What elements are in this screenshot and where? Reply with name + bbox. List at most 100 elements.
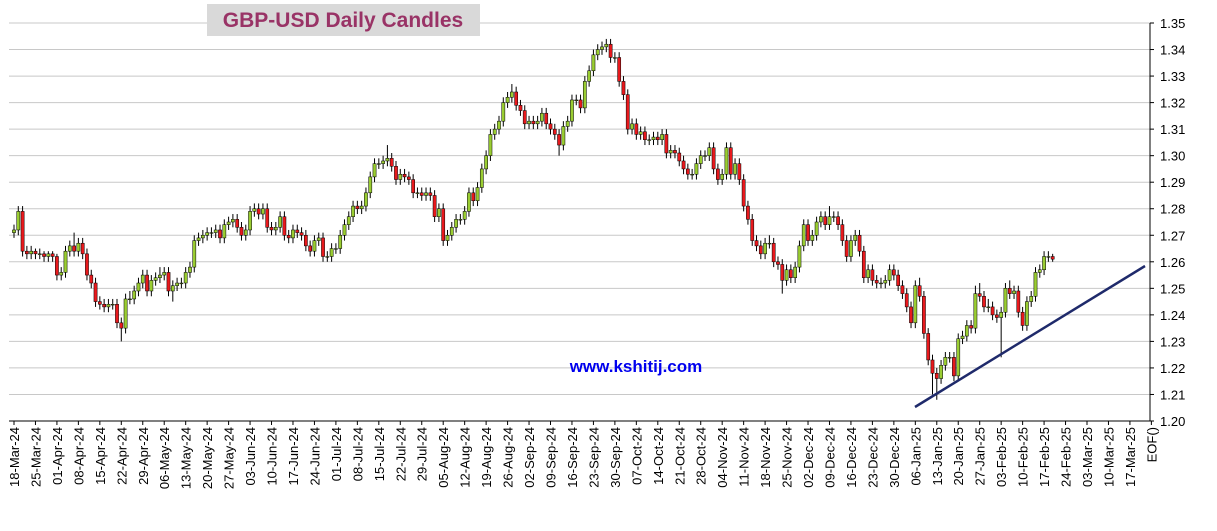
candle-body — [926, 333, 931, 361]
candle-body — [119, 322, 124, 329]
y-tick-label: 1.27 — [1160, 228, 1185, 243]
candle-body — [1037, 269, 1042, 273]
candle-body — [85, 253, 89, 276]
candle-body — [570, 99, 574, 122]
candle-body — [432, 195, 437, 217]
candle-body — [153, 277, 158, 281]
candle-body — [514, 91, 519, 106]
trend-line — [914, 264, 1146, 409]
candle-body — [698, 155, 703, 164]
x-tick-label: 06-Jan-25 — [908, 427, 923, 486]
candle-body — [59, 272, 64, 276]
y-tick-label: 1.24 — [1160, 308, 1185, 323]
candle-body — [934, 372, 939, 379]
candle-body — [462, 211, 467, 220]
candle-body — [758, 245, 763, 255]
candle-body — [647, 139, 652, 141]
x-tick-label: 08-Jul-24 — [350, 427, 365, 481]
candle-body — [1012, 290, 1016, 294]
candle-body — [746, 205, 750, 220]
chart-title: GBP-USD Daily Candles — [223, 9, 463, 32]
candle-body — [291, 229, 295, 239]
candle-body — [475, 187, 480, 202]
candle-body — [89, 274, 94, 284]
candle-body — [767, 242, 772, 245]
candle-body — [351, 205, 355, 217]
candle-body — [608, 43, 613, 58]
candle-body — [325, 256, 330, 258]
candle-body — [960, 335, 965, 339]
candle-body — [67, 245, 72, 252]
x-tick-label: 30-Dec-24 — [887, 427, 902, 488]
x-tick-label: 10-Feb-25 — [1016, 427, 1031, 487]
candle-body — [853, 235, 858, 241]
x-tick-label: 03-Feb-25 — [994, 427, 1009, 487]
x-tick-label: 29-Apr-24 — [136, 427, 151, 485]
candle-body — [389, 158, 394, 167]
x-tick-label: 18-Nov-24 — [758, 427, 773, 488]
x-tick-label: 17-Jun-24 — [286, 427, 301, 486]
candle-body — [728, 147, 733, 175]
x-tick-label: 11-Nov-24 — [737, 427, 752, 487]
candle-body — [771, 242, 776, 263]
candle-body — [999, 311, 1004, 318]
candle-body — [784, 269, 789, 281]
candle-body — [651, 136, 656, 140]
candle-body — [630, 123, 634, 130]
candle-body — [162, 272, 167, 276]
candle-body — [990, 306, 995, 316]
candle-body — [166, 272, 171, 292]
candle-body — [286, 235, 291, 239]
candle-body — [12, 229, 16, 233]
candle-body — [861, 250, 866, 278]
x-tick-label: 15-Apr-24 — [93, 427, 108, 485]
candle-body — [1003, 288, 1008, 313]
x-tick-label: 26-Aug-24 — [501, 427, 516, 488]
x-tick-label: 04-Nov-24 — [715, 427, 730, 488]
candle-body — [995, 314, 999, 318]
candle-body — [969, 325, 973, 329]
candle-body — [660, 134, 664, 140]
watermark: www.kshitij.com — [569, 357, 703, 376]
candle-body — [188, 266, 192, 273]
candle-body — [733, 163, 737, 175]
candle-body — [557, 134, 561, 146]
candle-body — [1020, 311, 1025, 326]
candle-body — [239, 227, 244, 236]
candle-body — [407, 176, 411, 180]
candles — [12, 38, 1055, 400]
candle-body — [685, 168, 690, 175]
candle-body — [883, 280, 888, 284]
candle-body — [574, 99, 579, 101]
x-tick-label: 27-May-24 — [222, 427, 237, 489]
candle-body — [299, 232, 304, 236]
candle-body — [1029, 296, 1034, 302]
candle-body — [763, 242, 767, 255]
candle-body — [454, 219, 458, 228]
candle-body — [492, 128, 497, 135]
candle-body — [192, 240, 197, 268]
candle-body — [497, 120, 501, 130]
candle-body — [106, 304, 111, 308]
candle-body — [673, 150, 677, 154]
candle-body — [364, 192, 368, 207]
candle-body — [372, 163, 377, 178]
candle-body — [625, 94, 630, 130]
candle-body — [707, 147, 712, 156]
candle-body — [402, 173, 407, 178]
candle-body — [780, 264, 785, 281]
candle-body — [308, 245, 312, 252]
candle-body — [115, 304, 119, 324]
candle-body — [321, 237, 325, 257]
candle-body — [179, 282, 184, 285]
x-tick-label: 25-Nov-24 — [780, 427, 795, 488]
candle-body — [20, 211, 25, 252]
candle-body — [540, 112, 544, 122]
candle-body — [690, 173, 694, 176]
grid — [9, 22, 1150, 422]
candle-body — [716, 168, 720, 180]
candle-body — [278, 216, 282, 228]
candle-body — [304, 235, 308, 247]
candle-body — [140, 274, 145, 284]
